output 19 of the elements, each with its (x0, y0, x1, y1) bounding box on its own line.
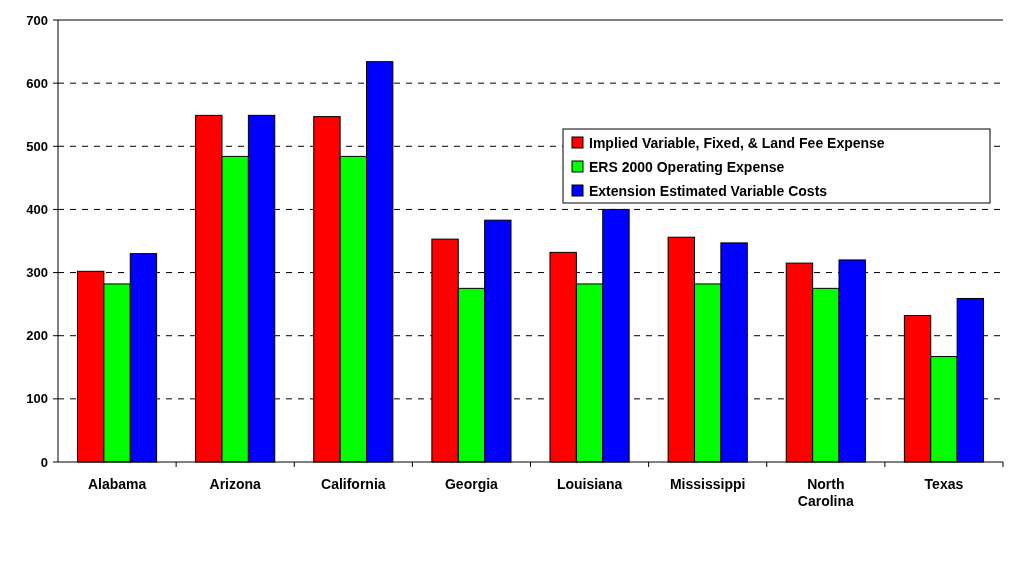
y-tick-label: 700 (26, 12, 48, 28)
y-tick-label: 300 (26, 265, 48, 281)
y-tick-label: 600 (26, 75, 48, 91)
y-tick-label: 500 (26, 138, 48, 154)
y-tick-label: 100 (26, 391, 48, 407)
x-tick-label: Alabama (86, 476, 148, 493)
x-tick-label: California (320, 476, 387, 493)
legend-label: ERS 2000 Operating Expense (589, 158, 785, 175)
x-tick-label: Mississippi (668, 476, 747, 493)
legend-label: Implied Variable, Fixed, & Land Fee Expense (589, 134, 885, 151)
y-tick-label: 200 (26, 328, 48, 344)
x-tick-label: North Carolina (796, 476, 855, 510)
x-tick-label: Louisiana (555, 476, 624, 493)
x-tick-label: Arizona (208, 476, 262, 493)
legend-label: Extension Estimated Variable Costs (589, 182, 828, 199)
x-tick-label: Georgia (444, 476, 499, 493)
y-tick-label: 400 (26, 201, 48, 217)
x-tick-label: Texas (923, 476, 965, 493)
y-tick-label: 0 (40, 454, 48, 470)
